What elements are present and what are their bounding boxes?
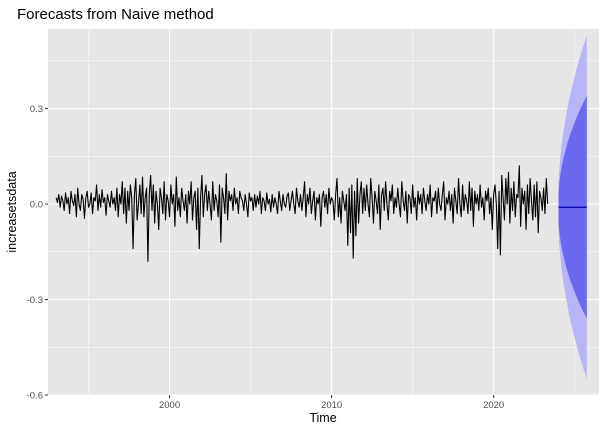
grid xyxy=(48,29,599,396)
x-tick-label: 2020 xyxy=(483,400,504,411)
x-axis-label: Time xyxy=(309,411,336,425)
plot-panel xyxy=(48,29,599,395)
y-axis-label: increasetsdata xyxy=(5,171,19,252)
axes: -0.6 -0.3 0.0 0.3 2000 2010 2020 xyxy=(27,104,505,411)
y-tick-label: -0.3 xyxy=(27,295,43,306)
y-tick-label: 0.0 xyxy=(30,200,43,211)
chart-title: Forecasts from Naive method xyxy=(17,6,214,23)
y-tick-label: -0.6 xyxy=(27,391,43,402)
y-tick-label: 0.3 xyxy=(30,104,43,115)
x-tick-label: 2010 xyxy=(321,400,342,411)
series-layer xyxy=(55,165,587,262)
x-tick-label: 2000 xyxy=(159,400,180,411)
series-line xyxy=(55,165,549,262)
